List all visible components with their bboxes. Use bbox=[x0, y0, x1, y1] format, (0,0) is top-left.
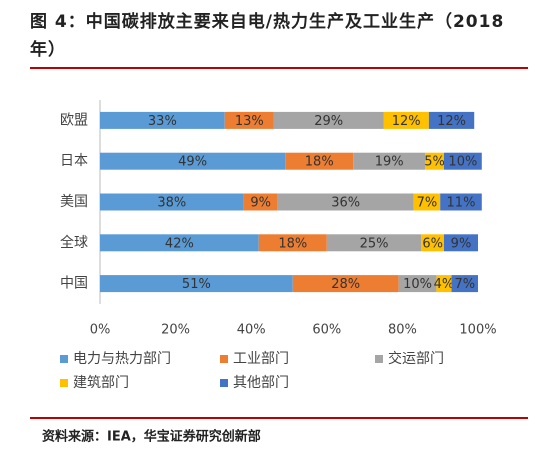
x-tick-label: 40% bbox=[237, 323, 266, 338]
value-label: 11% bbox=[447, 196, 476, 211]
bar-segment bbox=[421, 234, 444, 252]
value-label: 4% bbox=[434, 277, 455, 292]
value-label: 6% bbox=[422, 236, 443, 251]
value-label: 49% bbox=[178, 155, 207, 170]
y-tick-label: 中国 bbox=[60, 276, 88, 292]
value-label: 9% bbox=[451, 236, 472, 251]
bar-segment bbox=[353, 152, 426, 170]
bar-segment bbox=[413, 193, 441, 211]
value-label: 28% bbox=[331, 277, 360, 292]
value-label: 5% bbox=[424, 155, 445, 170]
value-label: 51% bbox=[182, 277, 211, 292]
bar-segment bbox=[440, 193, 482, 211]
bar-segment bbox=[436, 275, 452, 293]
bar-segment bbox=[100, 275, 293, 293]
value-label: 25% bbox=[360, 236, 389, 251]
x-tick-label: 80% bbox=[388, 323, 417, 338]
bar-segment bbox=[100, 234, 259, 252]
legend-swatch bbox=[60, 379, 68, 387]
bar-segment bbox=[273, 111, 384, 129]
value-label: 29% bbox=[314, 114, 343, 129]
legend-label: 其他部门 bbox=[233, 375, 289, 391]
x-tick-label: 0% bbox=[90, 323, 111, 338]
bar-segment bbox=[243, 193, 278, 211]
bar-segment bbox=[224, 111, 274, 129]
legend-label: 交运部门 bbox=[388, 350, 444, 367]
y-tick-label: 美国 bbox=[60, 194, 88, 210]
legend-swatch bbox=[220, 379, 228, 387]
legend-label: 工业部门 bbox=[233, 351, 289, 367]
value-label: 42% bbox=[165, 236, 194, 251]
value-label: 7% bbox=[454, 277, 475, 292]
legend-label: 建筑部门 bbox=[73, 375, 129, 391]
bar-segment bbox=[398, 275, 437, 293]
value-label: 12% bbox=[392, 114, 421, 129]
chart-title: 图 4：中国碳排放主要来自电/热力生产及工业生产（2018 年） bbox=[30, 12, 505, 60]
value-label: 7% bbox=[417, 196, 438, 211]
bar-segment bbox=[100, 193, 244, 211]
bar-segment bbox=[100, 111, 225, 129]
value-label: 13% bbox=[235, 114, 264, 129]
bar-segment bbox=[292, 275, 399, 293]
value-label: 33% bbox=[148, 114, 177, 129]
x-tick-label: 100% bbox=[459, 323, 496, 338]
value-label: 36% bbox=[331, 196, 360, 211]
legend-swatch bbox=[220, 355, 228, 363]
bar-segment bbox=[326, 234, 422, 252]
legend-swatch bbox=[375, 355, 383, 363]
y-tick-label: 日本 bbox=[60, 153, 88, 169]
source: 资料来源：IEA，华宝证券研究创新部 bbox=[42, 429, 261, 445]
x-tick-label: 20% bbox=[161, 323, 190, 338]
legend-label: 电力与热力部门 bbox=[73, 351, 171, 367]
bar-segment bbox=[383, 111, 429, 129]
value-label: 10% bbox=[403, 277, 432, 292]
y-tick-label: 全球 bbox=[60, 234, 88, 251]
bar-segment bbox=[285, 152, 354, 170]
value-label: 9% bbox=[250, 196, 271, 211]
bar-segment bbox=[100, 152, 286, 170]
bar-segment bbox=[258, 234, 327, 252]
value-label: 12% bbox=[437, 114, 466, 129]
x-tick-label: 60% bbox=[312, 323, 341, 338]
bar-segment bbox=[451, 275, 478, 293]
value-label: 19% bbox=[375, 155, 404, 170]
bar-segment bbox=[277, 193, 414, 211]
value-label: 10% bbox=[448, 155, 477, 170]
value-label: 18% bbox=[278, 236, 307, 251]
value-label: 18% bbox=[305, 155, 334, 170]
legend-swatch bbox=[60, 355, 68, 363]
bar-segment bbox=[443, 234, 478, 252]
bar-segment bbox=[443, 152, 482, 170]
bar-segment bbox=[425, 152, 444, 170]
bar-segment bbox=[428, 111, 475, 129]
y-tick-label: 欧盟 bbox=[60, 112, 88, 128]
value-label: 38% bbox=[157, 196, 186, 211]
